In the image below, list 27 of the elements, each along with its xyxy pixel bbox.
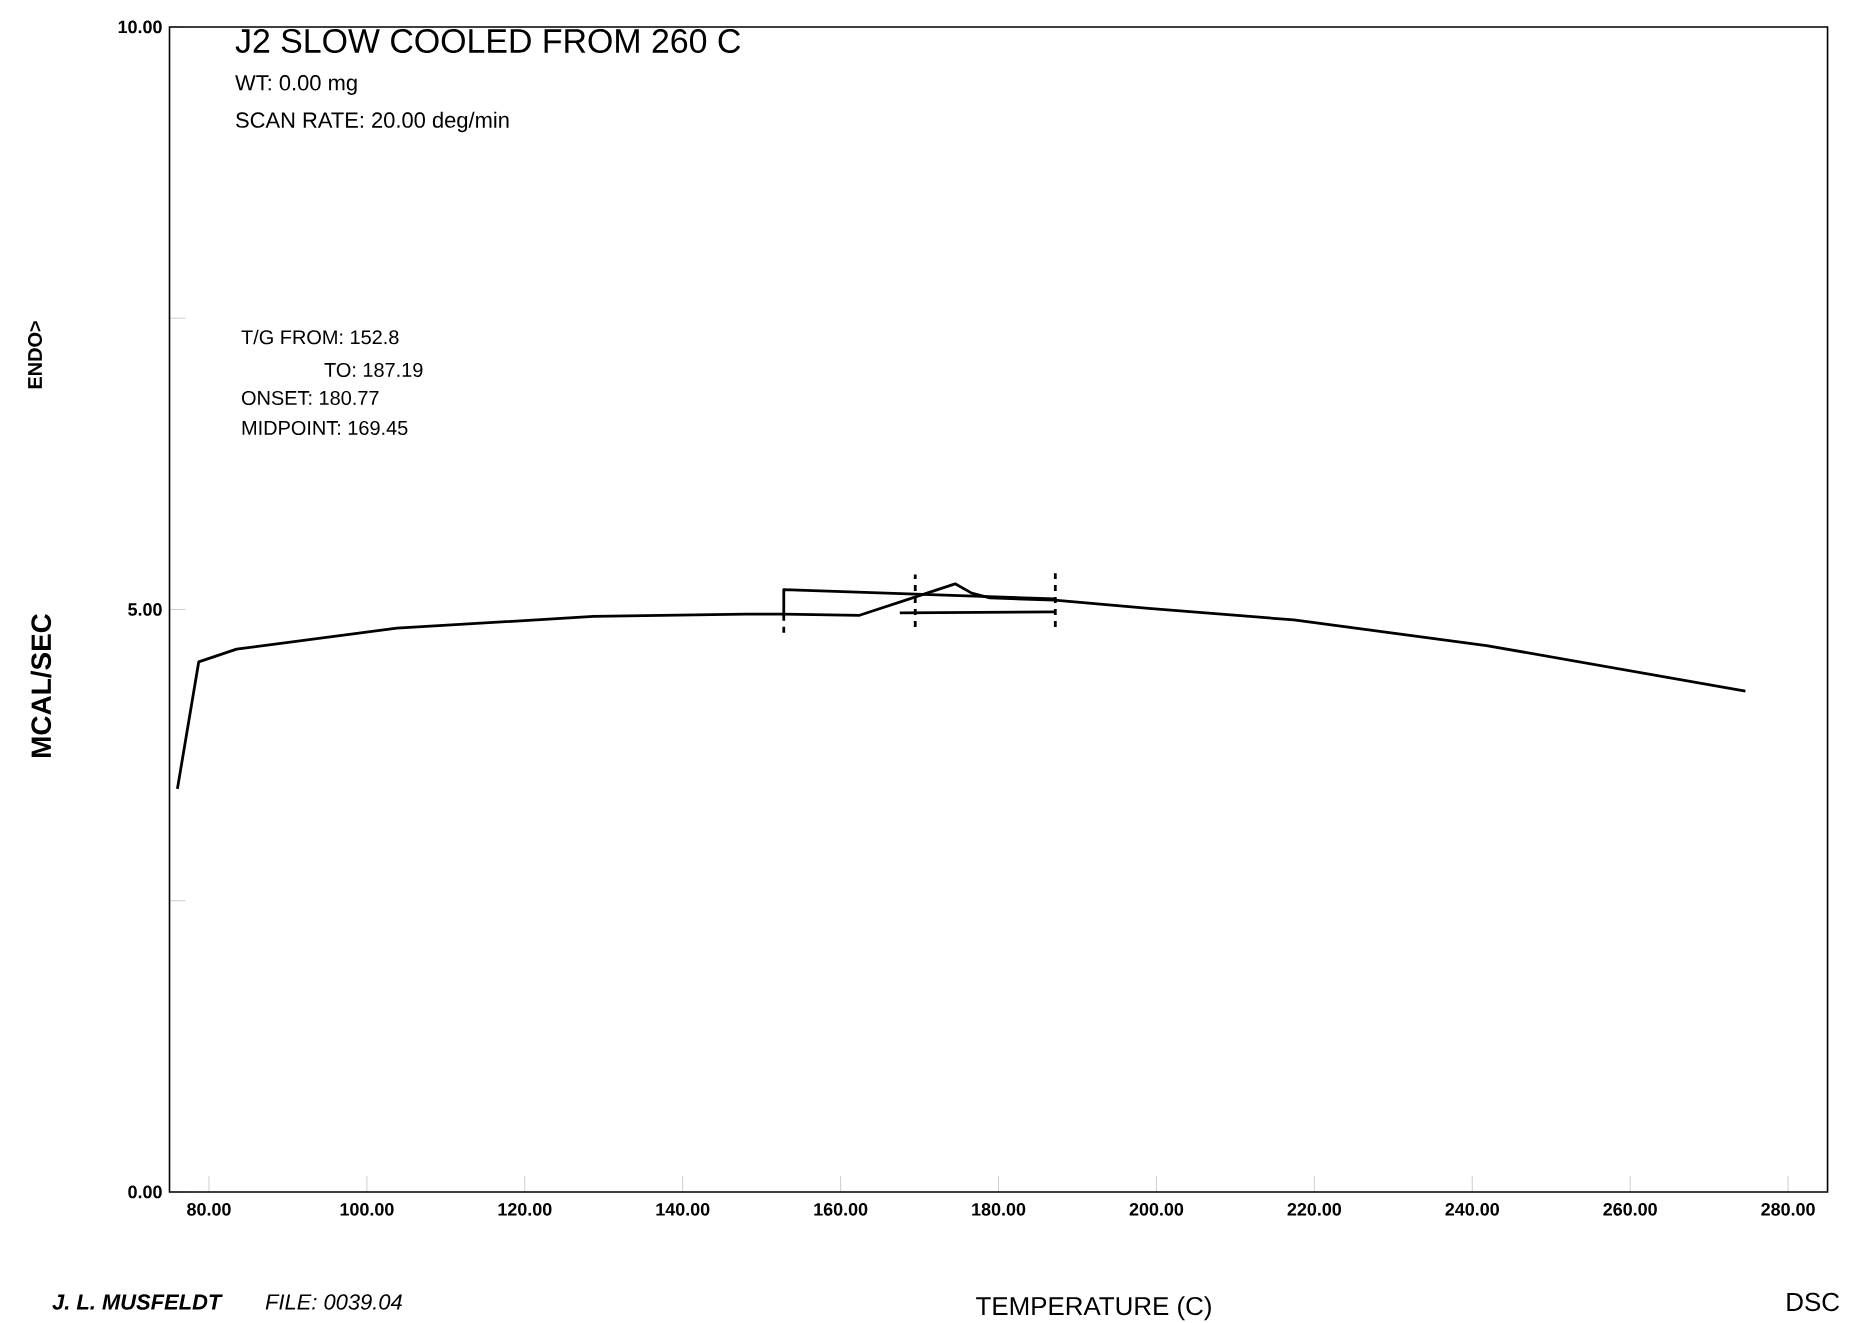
x-tick-label: 220.00: [1287, 1203, 1342, 1216]
x-tick-label: 180.00: [972, 1203, 1026, 1216]
text: DSC: [1787, 1292, 1839, 1312]
x-tick-label: 260.00: [1603, 1203, 1657, 1216]
text: FILE: 0039.04: [265, 1294, 402, 1310]
y-tick-label: 5.00: [128, 603, 162, 616]
chart-title: J2 SLOW COOLED FROM 260 C: [235, 28, 741, 53]
x-tick-label: 140.00: [656, 1203, 710, 1216]
annotation: TO: 187.19: [324, 362, 423, 378]
x-tick-label: 280.00: [1761, 1203, 1815, 1216]
y-tick-label: 0.00: [128, 1185, 162, 1199]
annotation: ONSET: 180.77: [241, 390, 379, 406]
x-tick-label: 200.00: [1129, 1203, 1184, 1216]
annotation: SCAN RATE: 20.00 deg/min: [236, 111, 509, 133]
annotation: WT: 0.00 mg: [235, 75, 357, 95]
y-tick-label: 10.00: [118, 20, 162, 34]
text: J. L. MUSFELDT: [52, 1294, 223, 1310]
y-axis-title: MCAL/SEC: [30, 613, 52, 757]
x-tick-label: 120.00: [498, 1203, 552, 1216]
x-tick-label: 80.00: [187, 1203, 231, 1216]
x-axis-title: TEMPERATURE (C): [976, 1296, 1211, 1321]
x-tick-label: 160.00: [814, 1203, 868, 1216]
x-tick-label: 100.00: [340, 1203, 394, 1216]
text: ENDO>: [27, 321, 43, 389]
annotation: MIDPOINT: 169.45: [242, 420, 408, 436]
annotation: T/G FROM: 152.8: [241, 329, 399, 345]
x-tick-label: 240.00: [1445, 1203, 1499, 1216]
